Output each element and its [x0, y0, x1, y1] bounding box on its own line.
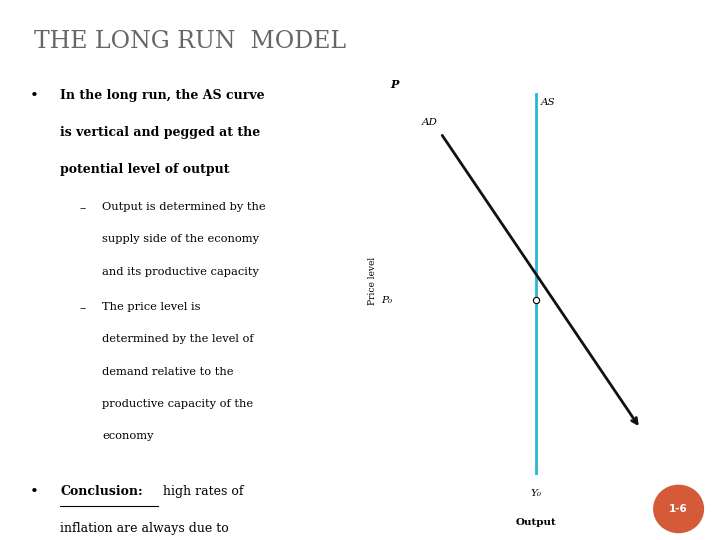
Text: THE LONG RUN  MODEL: THE LONG RUN MODEL — [34, 30, 346, 53]
Text: 1-6: 1-6 — [669, 504, 688, 514]
Text: –: – — [79, 302, 86, 315]
Text: Y: Y — [672, 491, 680, 501]
Text: Output is determined by the: Output is determined by the — [102, 202, 266, 212]
Text: •: • — [30, 89, 39, 103]
Text: Output: Output — [516, 518, 557, 527]
Text: demand relative to the: demand relative to the — [102, 367, 234, 377]
Text: productive capacity of the: productive capacity of the — [102, 399, 253, 409]
Text: high rates of: high rates of — [159, 485, 243, 498]
Text: economy: economy — [102, 431, 154, 442]
Text: inflation are always due to: inflation are always due to — [60, 522, 229, 535]
Text: The price level is: The price level is — [102, 302, 201, 312]
Text: is vertical and pegged at the: is vertical and pegged at the — [60, 126, 261, 139]
Text: In the long run, the AS curve: In the long run, the AS curve — [60, 89, 265, 102]
Text: Conclusion:: Conclusion: — [60, 485, 143, 498]
Text: P: P — [390, 79, 398, 90]
Text: P₀: P₀ — [382, 296, 393, 305]
Text: •: • — [30, 485, 39, 500]
Text: Y₀: Y₀ — [531, 489, 542, 498]
Text: determined by the level of: determined by the level of — [102, 334, 254, 345]
Text: potential level of output: potential level of output — [60, 163, 230, 176]
Circle shape — [654, 485, 703, 532]
Text: and its productive capacity: and its productive capacity — [102, 267, 259, 277]
Text: –: – — [79, 202, 86, 215]
Text: AD: AD — [422, 118, 438, 127]
Text: AS: AS — [541, 98, 555, 107]
Text: Price level: Price level — [368, 256, 377, 305]
Text: supply side of the economy: supply side of the economy — [102, 234, 259, 245]
